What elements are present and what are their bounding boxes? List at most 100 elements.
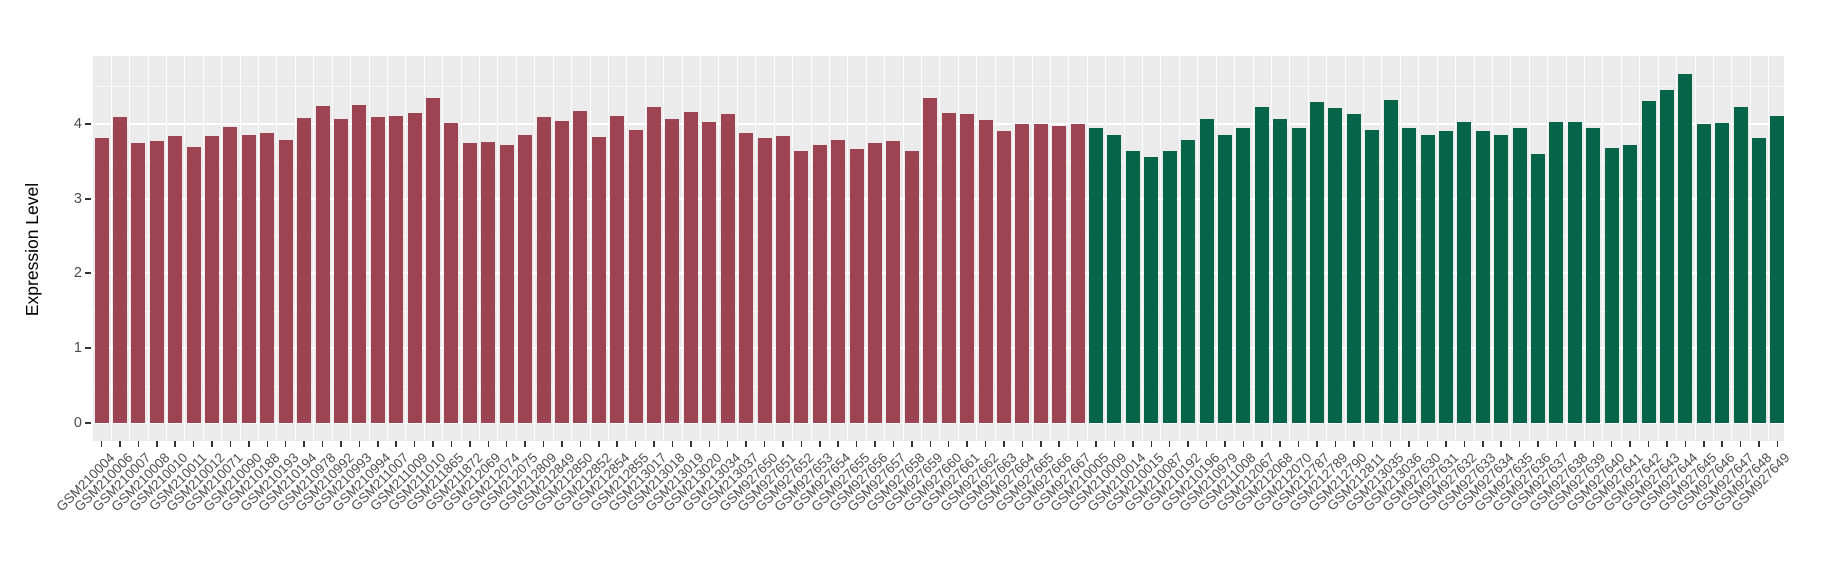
vertical-gridline bbox=[1307, 56, 1309, 441]
vertical-gridline bbox=[1086, 56, 1088, 441]
vertical-gridline bbox=[644, 56, 646, 441]
vertical-gridline bbox=[1105, 56, 1107, 441]
x-axis-tick bbox=[340, 441, 342, 447]
minor-gridline bbox=[92, 236, 1784, 237]
bar bbox=[1567, 121, 1582, 423]
bar bbox=[831, 139, 846, 423]
bar bbox=[941, 112, 956, 423]
vertical-gridline bbox=[1749, 56, 1751, 441]
x-axis-tick bbox=[358, 441, 361, 447]
vertical-gridline bbox=[1491, 56, 1493, 441]
bar bbox=[444, 123, 459, 423]
vertical-gridline bbox=[1694, 56, 1696, 441]
x-axis-tick bbox=[284, 441, 287, 447]
x-axis-tick bbox=[579, 441, 582, 447]
major-gridline bbox=[92, 422, 1784, 424]
bar bbox=[241, 135, 256, 423]
bar bbox=[573, 111, 588, 423]
vertical-gridline bbox=[976, 56, 978, 441]
vertical-gridline bbox=[165, 56, 167, 441]
x-axis-tick bbox=[1739, 441, 1742, 447]
x-axis-tick bbox=[1297, 441, 1300, 447]
vertical-gridline bbox=[258, 56, 260, 441]
vertical-gridline bbox=[1602, 56, 1604, 441]
vertical-gridline bbox=[884, 56, 886, 441]
bar bbox=[1033, 123, 1048, 423]
vertical-gridline bbox=[110, 56, 112, 441]
x-axis-tick bbox=[156, 441, 158, 447]
bar bbox=[1402, 128, 1417, 423]
x-axis-tick bbox=[1647, 441, 1650, 447]
vertical-gridline bbox=[847, 56, 849, 441]
x-axis-tick bbox=[192, 441, 195, 447]
x-axis-tick bbox=[505, 441, 508, 447]
x-axis-tick bbox=[634, 441, 637, 447]
x-axis-tick bbox=[1279, 441, 1281, 447]
x-axis-tick bbox=[1610, 441, 1613, 447]
x-axis-tick bbox=[1776, 441, 1779, 447]
vertical-gridline bbox=[331, 56, 333, 441]
x-axis-tick bbox=[1721, 441, 1723, 447]
x-axis-tick bbox=[782, 441, 784, 447]
x-axis-tick bbox=[524, 441, 526, 447]
bar bbox=[1291, 128, 1306, 423]
bar bbox=[168, 135, 183, 423]
bar bbox=[904, 150, 919, 423]
vertical-gridline bbox=[1068, 56, 1070, 441]
x-axis-tick bbox=[800, 441, 803, 447]
x-axis-tick bbox=[432, 441, 434, 447]
bar bbox=[1310, 102, 1325, 423]
bar bbox=[610, 116, 625, 423]
x-axis-tick bbox=[377, 441, 379, 447]
bar bbox=[739, 132, 754, 423]
x-axis-tick bbox=[1389, 441, 1392, 447]
bar bbox=[794, 150, 809, 423]
bar bbox=[1549, 121, 1564, 423]
bar bbox=[260, 132, 275, 423]
x-axis-tick bbox=[929, 441, 931, 447]
bar bbox=[1641, 100, 1656, 423]
bar bbox=[702, 121, 717, 423]
x-axis-tick bbox=[1445, 441, 1447, 447]
bar bbox=[112, 117, 127, 423]
y-axis-tick-label: 3 bbox=[73, 190, 82, 207]
vertical-gridline bbox=[515, 56, 517, 441]
vertical-gridline bbox=[1123, 56, 1125, 441]
x-axis-tick bbox=[487, 441, 489, 447]
bar bbox=[1678, 74, 1693, 423]
x-axis-tick bbox=[837, 441, 839, 447]
x-axis-tick bbox=[819, 441, 821, 447]
x-axis-tick bbox=[1316, 441, 1318, 447]
vertical-gridline bbox=[1768, 56, 1770, 441]
x-axis-tick bbox=[1076, 441, 1079, 447]
bar bbox=[647, 106, 661, 423]
bar bbox=[315, 105, 330, 423]
y-axis-tick bbox=[85, 122, 91, 125]
bar bbox=[1181, 140, 1196, 423]
x-axis-tick bbox=[469, 441, 471, 447]
x-axis-tick bbox=[708, 441, 710, 447]
x-axis-tick bbox=[1518, 441, 1521, 447]
x-axis-tick bbox=[745, 441, 747, 447]
vertical-gridline bbox=[1344, 56, 1346, 441]
bar bbox=[149, 141, 164, 423]
vertical-gridline bbox=[792, 56, 794, 441]
x-axis-tick bbox=[1426, 441, 1429, 447]
vertical-gridline bbox=[1657, 56, 1659, 441]
major-gridline bbox=[92, 197, 1784, 200]
x-axis-tick bbox=[1058, 441, 1060, 447]
bar bbox=[352, 105, 367, 423]
bar bbox=[1715, 123, 1730, 423]
x-axis-tick bbox=[266, 441, 268, 447]
vertical-gridline bbox=[294, 56, 296, 441]
x-axis-tick bbox=[1187, 441, 1189, 447]
x-axis-tick bbox=[1261, 441, 1263, 447]
bar bbox=[223, 126, 238, 423]
vertical-gridline bbox=[1510, 56, 1512, 441]
x-axis-tick bbox=[947, 441, 950, 447]
x-axis-tick bbox=[1703, 441, 1705, 447]
vertical-gridline bbox=[1639, 56, 1641, 441]
vertical-gridline bbox=[663, 56, 665, 441]
bar bbox=[1659, 90, 1674, 423]
bar bbox=[1438, 131, 1453, 423]
